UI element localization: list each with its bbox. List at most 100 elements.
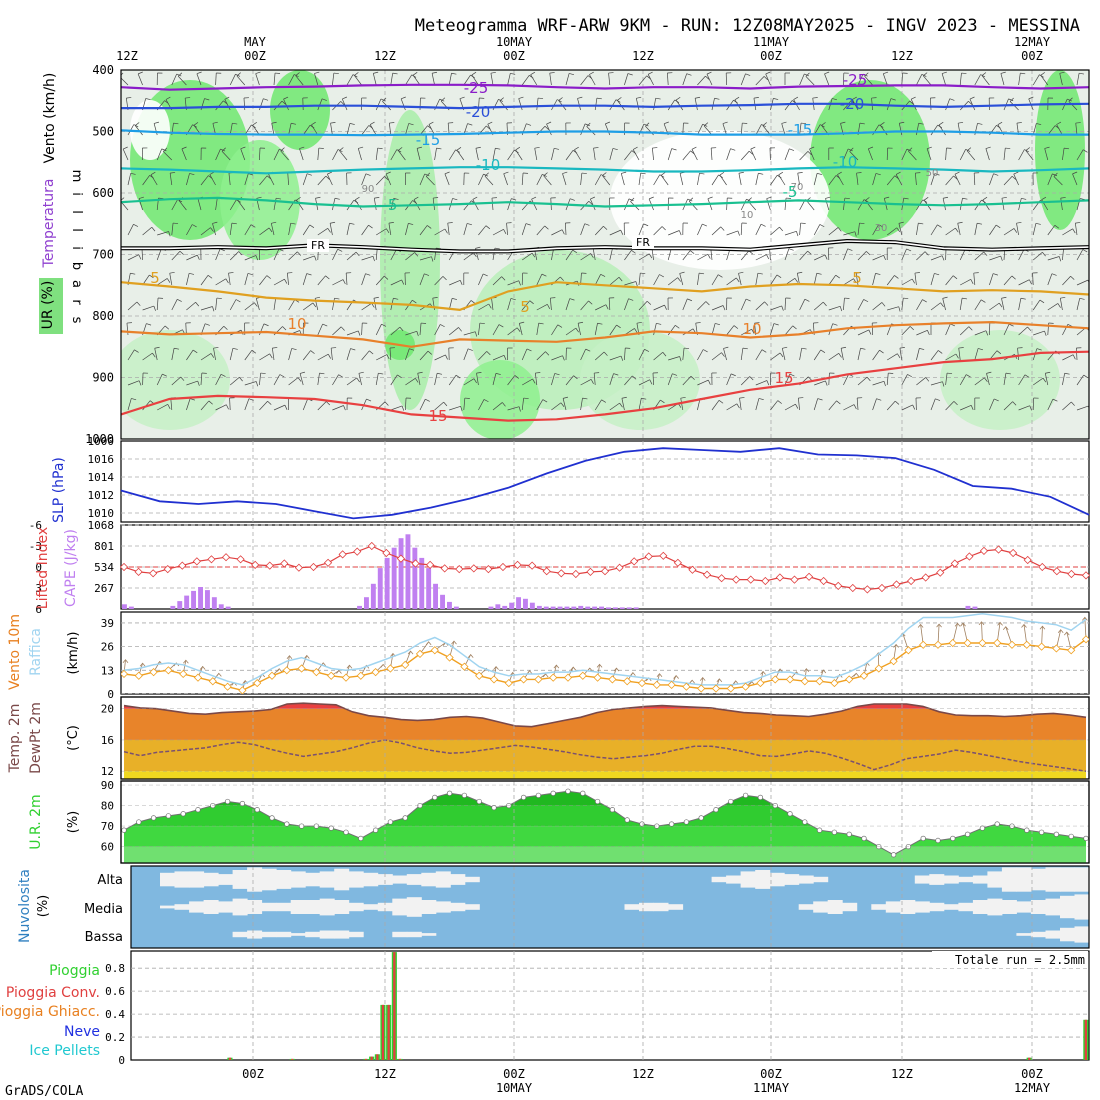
wind-barb-flag xyxy=(331,347,337,349)
wind-barb-flag xyxy=(856,172,862,174)
wind-barb xyxy=(434,354,446,361)
li-axis-label: Lifted Index xyxy=(35,527,51,609)
wind-barb-flag xyxy=(180,376,185,381)
wind-barb xyxy=(196,73,202,86)
cape-bar xyxy=(419,557,425,609)
wind-barb-flag xyxy=(958,121,964,124)
wind-barb xyxy=(901,298,904,311)
wind-barb xyxy=(534,148,538,161)
rh2m-marker xyxy=(1053,831,1060,837)
wind-barb-flag xyxy=(256,196,262,199)
top-time-hour: 12Z xyxy=(632,49,654,63)
wind-barb xyxy=(397,150,406,161)
wind-barb xyxy=(886,400,896,411)
wind-barb xyxy=(828,175,837,186)
cloud-cell-alta xyxy=(1030,868,1046,891)
cloud-cell-media xyxy=(363,904,379,910)
cloud-cell-alta xyxy=(711,876,727,883)
wind-barb-flag xyxy=(276,197,282,200)
wind10m-marker xyxy=(919,640,928,649)
wind-barb-flag xyxy=(327,354,332,359)
cloud-cell-alta xyxy=(450,874,466,885)
rh2m-marker xyxy=(964,831,971,837)
wind10m-marker xyxy=(963,638,972,648)
li-marker xyxy=(338,550,347,559)
cape-bar xyxy=(357,605,362,609)
wind-barb-flag xyxy=(475,146,481,149)
wind-barb-flag xyxy=(675,325,680,329)
cloud-cell-alta xyxy=(290,871,306,888)
wind-barb-flag xyxy=(315,196,321,199)
wind-barb-flag xyxy=(883,71,889,74)
wind-barb xyxy=(252,124,260,136)
cape-bar xyxy=(170,605,176,609)
wind-barb-flag xyxy=(1052,398,1058,402)
wind-barb-flag xyxy=(531,252,536,258)
wind-barb-flag xyxy=(1011,175,1017,180)
wind-barb xyxy=(799,123,802,136)
wind-barb-flag xyxy=(837,171,842,175)
wind-barb xyxy=(565,249,574,261)
wind-barb xyxy=(332,374,339,386)
wind-barb xyxy=(1076,374,1085,386)
wind-barb xyxy=(127,349,135,361)
wind-barb-flag xyxy=(456,147,462,151)
wind-barb-flag xyxy=(544,125,549,130)
wind-barb xyxy=(908,150,917,161)
wind-barb-flag xyxy=(934,173,940,176)
wind-barb-flag xyxy=(1044,146,1050,149)
li-marker xyxy=(892,580,901,589)
wind-barb-flag xyxy=(145,98,151,101)
wind-barb-flag xyxy=(863,199,869,203)
wind-barb xyxy=(521,173,524,186)
wind-barb xyxy=(405,348,410,361)
wind-barb xyxy=(522,378,533,386)
wind-arrow-head xyxy=(954,622,961,627)
wind-barb xyxy=(499,100,508,111)
wind-barb-flag xyxy=(488,303,492,309)
li-marker xyxy=(790,575,799,584)
precip-tick-label: 0.2 xyxy=(105,1031,125,1044)
wind-barb-flag xyxy=(452,198,458,201)
cape-bar xyxy=(626,607,632,609)
rh2m-marker xyxy=(831,829,838,835)
wind-barb-flag xyxy=(138,380,142,386)
wind-barb-flag xyxy=(825,380,828,386)
wind-arrow-head xyxy=(122,659,129,664)
wind-barb-flag xyxy=(645,122,650,127)
wind-barb xyxy=(740,150,750,161)
wind-barb-flag xyxy=(185,97,191,99)
wind-barb-flag xyxy=(578,321,584,324)
temp2m-line xyxy=(123,702,1087,728)
wind10m-marker xyxy=(859,671,869,680)
wind-barb xyxy=(781,123,786,136)
slp-axis-label: SLP (hPa) xyxy=(51,457,67,523)
wind-barb xyxy=(463,74,471,86)
wind-barb-flag xyxy=(131,398,137,401)
wind-barb xyxy=(916,348,920,361)
gust-axis-label: Raffica xyxy=(28,628,44,676)
wind-barb-flag xyxy=(284,279,288,284)
wind-barb xyxy=(711,305,724,311)
wind-barb xyxy=(624,281,636,286)
wind-barb xyxy=(236,75,246,86)
wind10m-marker xyxy=(593,673,602,682)
wind-barb xyxy=(580,300,589,311)
wind-barb-flag xyxy=(1029,279,1032,285)
cloud-cell-media xyxy=(1016,901,1032,913)
wind-barb-flag xyxy=(1079,72,1085,75)
wind-barb-flag xyxy=(927,330,930,336)
wind-barb xyxy=(770,305,782,311)
wind-barb-flag xyxy=(333,72,339,75)
wind-barb xyxy=(127,301,138,311)
wind-barb xyxy=(171,348,175,361)
wind-barb xyxy=(813,349,822,361)
wind-arrow-head xyxy=(1021,623,1027,628)
cloud-cell-alta xyxy=(203,872,219,887)
wind-barb-flag xyxy=(879,349,884,354)
wind-barb xyxy=(171,73,178,86)
li-marker xyxy=(411,559,420,568)
wind10m-marker xyxy=(238,686,247,694)
wind-barb xyxy=(271,348,275,361)
wind-barb xyxy=(809,148,815,161)
